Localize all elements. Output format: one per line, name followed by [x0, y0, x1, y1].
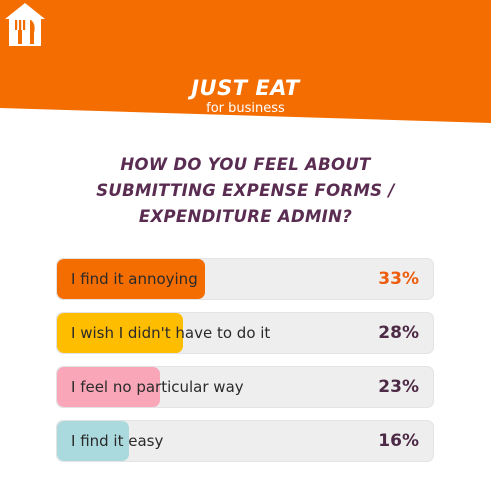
response-row-wish-didnt: I wish I didn't have to do it 28% — [56, 312, 434, 354]
question-line: SUBMITTING EXPENSE FORMS / — [96, 181, 395, 200]
response-percentage: 33% — [378, 269, 419, 289]
response-bar-chart: I find it annoying 33% I wish I didn't h… — [56, 258, 434, 474]
header-banner: JUST EAT for business — [0, 0, 491, 130]
house-cutlery-icon — [5, 3, 45, 46]
response-label: I find it easy — [71, 432, 164, 450]
response-label: I feel no particular way — [71, 378, 244, 396]
question-line: HOW DO YOU FEEL ABOUT — [120, 155, 371, 174]
response-label: I wish I didn't have to do it — [71, 324, 271, 342]
banner-shape — [0, 0, 491, 123]
response-percentage: 16% — [378, 431, 419, 451]
response-label: I find it annoying — [71, 270, 198, 288]
response-row-easy: I find it easy 16% — [56, 420, 434, 462]
brand-name: JUST EAT — [191, 76, 300, 100]
question-title: HOW DO YOU FEEL ABOUT SUBMITTING EXPENSE… — [60, 152, 431, 230]
response-bar-fill — [57, 421, 129, 461]
response-bar-fill — [57, 367, 160, 407]
response-row-annoying: I find it annoying 33% — [56, 258, 434, 300]
question-line: EXPENDITURE ADMIN? — [138, 207, 353, 226]
response-bar-fill — [57, 313, 183, 353]
brand-subtitle: for business — [206, 101, 285, 116]
response-bar-fill — [57, 259, 205, 299]
response-percentage: 28% — [378, 323, 419, 343]
response-row-no-particular-way: I feel no particular way 23% — [56, 366, 434, 408]
response-percentage: 23% — [378, 377, 419, 397]
